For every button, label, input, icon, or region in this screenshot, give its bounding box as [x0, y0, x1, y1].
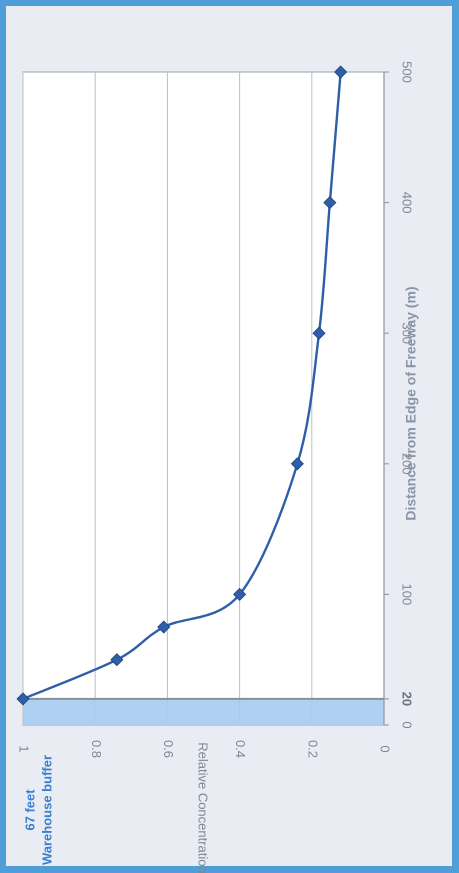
data-point — [16, 692, 30, 706]
x-axis-title: Distance from Edge of Freeway (m) — [403, 286, 419, 520]
data-point — [334, 65, 348, 79]
x-tick-label: 500 — [400, 61, 415, 83]
axis-layer — [383, 71, 389, 726]
x-tick-label: 200 — [400, 453, 415, 475]
grid-layer — [22, 71, 385, 726]
data-point — [157, 620, 171, 634]
data-point — [233, 587, 247, 601]
label-layer: 0 20 100 200 300 400 500 0 0.2 0.4 0.6 0.8 1 Distance… — [17, 61, 419, 873]
y-tick-label: 1 — [17, 745, 32, 752]
y-tick-label: 0.8 — [89, 740, 104, 758]
data-point — [312, 326, 326, 340]
y-tick-label: 0.6 — [161, 740, 176, 758]
x-tick-label: 0 — [400, 721, 415, 728]
y-tick-label: 0.2 — [305, 740, 320, 758]
x-tick-label: 100 — [400, 584, 415, 606]
buffer-fill — [23, 698, 384, 725]
series-layer — [16, 65, 348, 706]
plot-area — [22, 71, 385, 726]
buffer-region — [23, 697, 384, 725]
x-tick-label: 400 — [400, 192, 415, 214]
y-tick-label: 0.4 — [233, 740, 248, 758]
data-point — [110, 653, 124, 667]
data-point — [323, 196, 337, 210]
y-axis-title: Relative Concentration — [196, 742, 211, 873]
y-tick-label: 0 — [378, 745, 393, 752]
buffer-label-line2: 67 feet — [22, 789, 37, 831]
x-tick-label: 20 — [400, 692, 415, 706]
data-point — [290, 457, 304, 471]
buffer-label-line1: Warehouse buffer — [39, 755, 54, 865]
x-tick-label: 300 — [400, 322, 415, 344]
